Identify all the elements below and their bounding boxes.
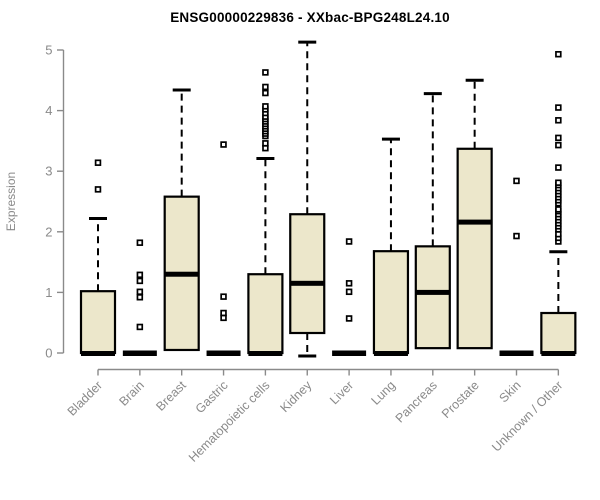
- outlier-point: [345, 238, 353, 245]
- y-axis-title: Expression: [4, 172, 18, 231]
- box-unknown-other: [540, 50, 577, 356]
- box-kidney: [289, 40, 326, 358]
- category-label: Breast: [153, 378, 189, 414]
- box-liver: [332, 238, 367, 356]
- box-brain: [122, 239, 157, 356]
- outlier-point: [555, 179, 562, 186]
- outlier-point: [555, 104, 562, 111]
- box-skin: [499, 177, 534, 356]
- outlier-point: [345, 280, 353, 287]
- median-line: [122, 350, 157, 356]
- median-line: [457, 219, 492, 225]
- box-bladder: [79, 159, 117, 356]
- median-line: [332, 350, 367, 356]
- outlier-point: [555, 50, 562, 58]
- outlier-point: [555, 206, 562, 213]
- outlier-point: [220, 141, 227, 148]
- median-line: [164, 271, 199, 277]
- category-label: Liver: [327, 378, 356, 407]
- iqr-box: [456, 147, 493, 350]
- category-label: Hematopoietic cells: [186, 378, 273, 465]
- category-label: Lung: [369, 378, 399, 408]
- category-label: Skin: [497, 378, 524, 405]
- y-axis: 0 1 2 3 4 5 Expression: [4, 43, 65, 361]
- iqr-box: [289, 213, 326, 335]
- outlier-point: [136, 271, 144, 279]
- category-label: Gastric: [193, 378, 231, 416]
- median-line: [415, 289, 450, 295]
- outlier-point: [345, 315, 353, 322]
- y-tick-label: 4: [45, 103, 52, 118]
- outlier-point: [513, 177, 520, 185]
- y-tick-label: 1: [45, 285, 52, 300]
- median-line: [248, 351, 283, 356]
- outlier-point: [220, 309, 227, 317]
- median-line: [373, 351, 408, 356]
- outlier-point: [136, 323, 144, 331]
- y-tick-label: 2: [45, 224, 52, 239]
- outlier-point: [262, 83, 269, 91]
- iqr-box: [372, 250, 410, 355]
- box-breast: [163, 88, 200, 352]
- outlier-point: [262, 69, 269, 76]
- outlier-point: [262, 103, 269, 110]
- iqr-box: [79, 290, 117, 355]
- outlier-point: [94, 159, 102, 166]
- outlier-point: [136, 293, 144, 301]
- outlier-point: [555, 134, 562, 142]
- y-tick-label: 0: [45, 346, 52, 361]
- outlier-point: [94, 186, 102, 193]
- box-pancreas: [414, 92, 451, 350]
- y-tick-label: 3: [45, 164, 52, 179]
- box-lung: [372, 137, 410, 356]
- outlier-point: [136, 277, 144, 285]
- outlier-point: [262, 140, 269, 147]
- outlier-point: [555, 164, 562, 171]
- iqr-box: [247, 273, 284, 355]
- outlier-point: [555, 141, 562, 149]
- box-prostate: [456, 78, 493, 350]
- box-gastric: [206, 141, 241, 356]
- category-label: Brain: [116, 378, 147, 409]
- outlier-point: [555, 117, 562, 124]
- box-hematopoietic-cells: [247, 69, 284, 356]
- median-line: [290, 280, 325, 286]
- category-label: Unknown / Other: [489, 378, 565, 454]
- category-label: Pancreas: [393, 378, 440, 425]
- outlier-point: [136, 288, 144, 296]
- chart-title: ENSG00000229836 - XXbac-BPG248L24.10: [170, 10, 450, 25]
- outlier-point: [136, 239, 144, 246]
- median-line: [81, 351, 115, 356]
- outlier-point: [262, 89, 269, 97]
- category-label: Prostate: [439, 378, 482, 421]
- outlier-point: [220, 293, 227, 300]
- y-tick-label: 5: [45, 43, 52, 58]
- median-line: [541, 351, 576, 356]
- iqr-box: [540, 311, 577, 355]
- category-label: Bladder: [65, 378, 105, 418]
- outlier-point: [513, 232, 520, 240]
- median-line: [499, 350, 534, 356]
- category-label: Kidney: [277, 378, 314, 415]
- iqr-box: [414, 245, 451, 350]
- median-line: [206, 350, 241, 356]
- outlier-point: [345, 288, 353, 296]
